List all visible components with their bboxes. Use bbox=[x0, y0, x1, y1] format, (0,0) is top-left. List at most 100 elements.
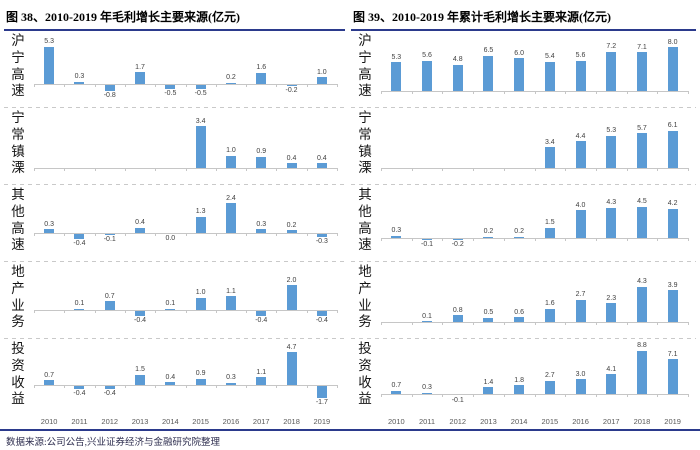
axis-tick bbox=[473, 394, 475, 398]
bar bbox=[316, 163, 327, 168]
axis-tick bbox=[595, 322, 597, 325]
figure-38-title: 图 38、2010-2019 年毛利增长主要来源(亿元) bbox=[4, 5, 345, 31]
bar bbox=[422, 239, 433, 240]
bar-value-label: 0.5 bbox=[483, 309, 494, 317]
bar bbox=[74, 233, 85, 239]
bar-value-label: 0.4 bbox=[286, 154, 297, 162]
figure-39-charts: 沪宁高速 5.3 5.6 4.8 6.5 6.0 5.4 5.6 7.2 7.1 8.0 宁常镇溧 3.… bbox=[351, 31, 696, 429]
bar bbox=[391, 390, 402, 395]
row-label-char: 常 bbox=[11, 126, 25, 142]
axis-tick bbox=[185, 385, 187, 388]
axis-tick bbox=[626, 168, 628, 171]
axis-tick bbox=[381, 394, 382, 398]
bar-value-label: -0.4 bbox=[255, 316, 268, 324]
axis-tick bbox=[306, 168, 308, 171]
bar-value-label: 3.4 bbox=[195, 117, 206, 125]
row-label: 地产业务 bbox=[7, 264, 29, 331]
bar bbox=[165, 308, 176, 310]
axis-tick bbox=[626, 91, 628, 94]
row-label-char: 溧 bbox=[11, 160, 25, 176]
axis-tick bbox=[503, 322, 505, 325]
axis-tick bbox=[411, 238, 413, 241]
row-label-char: 速 bbox=[11, 83, 25, 99]
bar bbox=[74, 81, 85, 84]
row-label-char: 高 bbox=[11, 220, 25, 236]
year-label: 2014 bbox=[162, 417, 179, 426]
bar bbox=[636, 286, 647, 322]
bar-value-label: 0.2 bbox=[514, 228, 524, 236]
year-label: 2010 bbox=[40, 417, 58, 426]
axis-tick bbox=[155, 309, 157, 313]
year-label: 2014 bbox=[510, 417, 528, 426]
bar-value-label: 1.8 bbox=[514, 376, 524, 384]
chart-row: 地产业务 0.1 0.8 0.5 0.6 1.6 2.7 2.3 4.3 3.9 bbox=[351, 262, 696, 339]
bar bbox=[544, 147, 555, 168]
bar-value-label: 0.3 bbox=[74, 73, 85, 81]
axis-tick bbox=[595, 168, 597, 171]
axis-tick bbox=[155, 84, 157, 87]
axis-tick bbox=[565, 91, 567, 94]
bar bbox=[667, 208, 678, 238]
bar-value-label: 0.9 bbox=[256, 148, 267, 156]
year-label: 2016 bbox=[572, 417, 589, 426]
axis-tick bbox=[473, 168, 475, 171]
bar-value-label: 1.7 bbox=[135, 63, 145, 71]
row-label-char: 其 bbox=[11, 187, 25, 202]
bar-value-label: 3.9 bbox=[667, 281, 678, 289]
bar bbox=[135, 374, 146, 385]
bar bbox=[422, 392, 433, 395]
bar-value-label: 5.6 bbox=[575, 52, 586, 59]
bar bbox=[483, 236, 494, 238]
row-label-char: 益 bbox=[11, 391, 25, 407]
bar bbox=[135, 310, 146, 316]
bar-value-label: 1.0 bbox=[316, 68, 327, 76]
axis-tick bbox=[124, 168, 126, 171]
bar bbox=[74, 308, 85, 310]
axis-tick bbox=[337, 168, 338, 171]
row-label-char: 沪 bbox=[11, 33, 25, 48]
axis-tick bbox=[411, 394, 413, 398]
bar-value-label: 5.4 bbox=[544, 53, 555, 61]
axis-tick bbox=[94, 232, 96, 236]
row-plot: 3.4 1.0 0.9 0.4 0.4 bbox=[34, 110, 338, 171]
bar bbox=[514, 317, 525, 322]
bar-value-label: 4.2 bbox=[667, 200, 678, 208]
bar bbox=[606, 135, 617, 168]
axis-tick bbox=[503, 238, 505, 241]
row-label: 沪宁高速 bbox=[354, 33, 376, 100]
bar bbox=[104, 85, 115, 91]
bar bbox=[544, 61, 555, 91]
axis-tick bbox=[688, 394, 689, 398]
bar bbox=[165, 85, 176, 89]
axis-tick bbox=[185, 309, 187, 313]
bar bbox=[452, 239, 463, 241]
bar-value-label: 5.3 bbox=[44, 38, 54, 46]
year-label: 2019 bbox=[664, 417, 681, 426]
axis-tick bbox=[657, 91, 659, 94]
bar-value-label: 6.0 bbox=[514, 49, 524, 57]
axis-tick bbox=[381, 238, 382, 241]
axis-tick bbox=[185, 232, 187, 236]
axis-tick bbox=[565, 238, 567, 241]
axis-tick bbox=[246, 84, 248, 87]
bar-value-label: -0.4 bbox=[73, 239, 86, 247]
axis-tick bbox=[306, 309, 308, 313]
bar bbox=[575, 379, 586, 395]
axis-tick bbox=[276, 84, 278, 87]
figure-39-title: 图 39、2010-2019 年累计毛利增长主要来源(亿元) bbox=[351, 5, 696, 31]
bar-value-label: -0.4 bbox=[315, 316, 328, 324]
bar-value-label: 0.8 bbox=[452, 306, 463, 314]
axis-tick bbox=[306, 232, 308, 236]
row-label-char: 宁 bbox=[11, 49, 25, 65]
figure-38-panel: 图 38、2010-2019 年毛利增长主要来源(亿元) 沪宁高速 5.3 0.3-… bbox=[4, 5, 345, 429]
bar-value-label: 0.0 bbox=[165, 234, 176, 242]
axis-tick bbox=[185, 168, 187, 171]
axis-tick bbox=[124, 385, 126, 388]
bar-value-label: 1.1 bbox=[226, 287, 236, 295]
year-label: 2018 bbox=[633, 417, 651, 426]
row-label-char: 收 bbox=[11, 374, 25, 390]
bar bbox=[195, 216, 206, 233]
row-label-char: 宁 bbox=[11, 110, 25, 125]
bar-value-label: 1.3 bbox=[195, 208, 206, 216]
bar bbox=[104, 386, 115, 389]
